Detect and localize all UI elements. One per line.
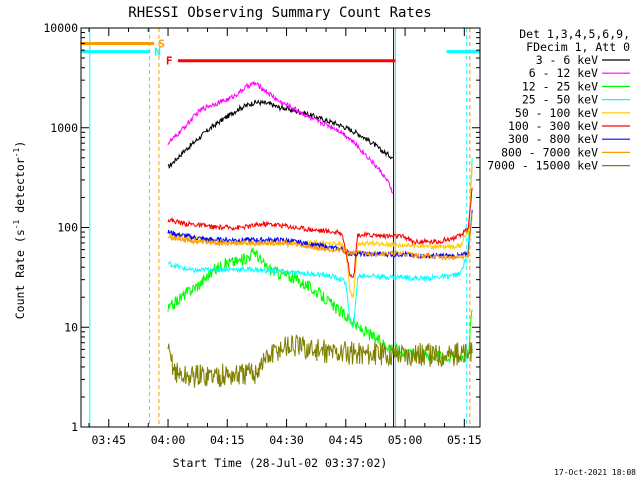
footer-date: 17-Oct-2021 18:08 <box>554 468 636 477</box>
legend-label-6: 300 - 800 keV <box>508 132 598 146</box>
plot-area: SNF <box>81 28 480 427</box>
plot-content <box>81 28 480 427</box>
x-axis-label: Start Time (28-Jul-02 03:37:02) <box>173 456 388 470</box>
series-line-0 <box>167 99 394 169</box>
series-line-8 <box>167 334 473 388</box>
plot-frame <box>80 27 481 428</box>
series-line-7 <box>167 212 473 262</box>
legend-label-2: 12 - 25 keV <box>522 79 598 93</box>
x-tick-label-1: 04:00 <box>151 433 186 447</box>
legend-label-5: 100 - 300 keV <box>508 119 598 133</box>
y-axis-label: Count Rate (s-1 detector-1) <box>12 141 27 320</box>
legend-label-1: 6 - 12 keV <box>529 66 598 80</box>
legend: Det 1,3,4,5,6,9, FDecim 1, Att 0 3 - 6 k… <box>487 27 630 173</box>
legend-label-0: 3 - 6 keV <box>536 53 598 67</box>
flag-label-F: F <box>166 55 173 68</box>
series-line-1 <box>167 80 394 194</box>
y-tick-label-4: 10000 <box>43 21 78 35</box>
legend-label-4: 50 - 100 keV <box>515 106 598 120</box>
legend-label-3: 25 - 50 keV <box>522 93 598 107</box>
x-tick-label-0: 03:45 <box>91 433 126 447</box>
legend-label-7: 800 - 7000 keV <box>501 145 598 159</box>
series-line-5 <box>167 187 473 279</box>
y-tick-label-2: 100 <box>57 221 78 235</box>
y-tick-label-1: 10 <box>64 320 78 334</box>
x-tick-label-2: 04:15 <box>210 433 245 447</box>
x-tick-label-5: 05:00 <box>388 433 423 447</box>
series-line-2 <box>167 247 473 364</box>
axes: 1 10 100 1000 10000 03:45 04:00 04:15 04:30 04:45… <box>43 21 481 447</box>
x-tick-label-4: 04:45 <box>328 433 363 447</box>
series-line-3 <box>167 157 473 328</box>
legend-header-line-1: Det 1,3,4,5,6,9, <box>519 27 630 41</box>
chart-title: RHESSI Observing Summary Count Rates <box>128 5 431 21</box>
flag-label-N: N <box>154 46 161 59</box>
series-line-6 <box>167 209 473 260</box>
legend-header-line-2: FDecim 1, Att 0 <box>526 40 630 54</box>
y-tick-label-3: 1000 <box>50 121 78 135</box>
legend-label-8: 7000 - 15000 keV <box>487 159 598 173</box>
x-tick-label-6: 05:15 <box>447 433 482 447</box>
flag-label-S: S <box>158 37 165 50</box>
y-tick-label-0: 1 <box>71 420 78 434</box>
x-tick-label-3: 04:30 <box>269 433 304 447</box>
